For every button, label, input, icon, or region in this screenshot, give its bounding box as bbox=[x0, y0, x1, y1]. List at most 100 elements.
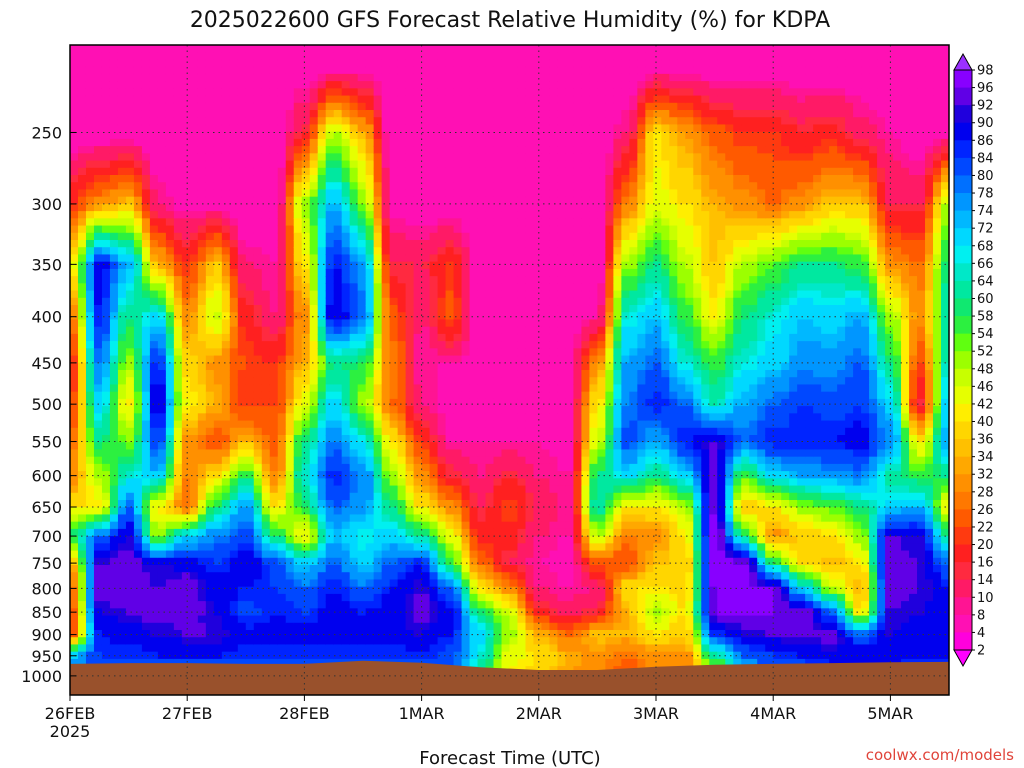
rh-cell bbox=[429, 478, 439, 487]
rh-cell bbox=[141, 427, 151, 436]
rh-cell bbox=[397, 550, 407, 559]
rh-cell bbox=[109, 630, 119, 638]
rh-cell bbox=[469, 88, 479, 97]
rh-cell bbox=[373, 593, 383, 602]
rh-cell bbox=[109, 297, 119, 306]
rh-cell bbox=[277, 370, 287, 378]
rh-cell bbox=[253, 550, 263, 559]
rh-cell bbox=[269, 456, 279, 465]
rh-cell bbox=[461, 528, 471, 537]
rh-cell bbox=[221, 644, 231, 653]
rh-cell bbox=[333, 630, 343, 638]
rh-cell bbox=[181, 492, 191, 501]
rh-cell bbox=[125, 189, 135, 198]
rh-cell bbox=[429, 138, 439, 147]
rh-cell bbox=[149, 572, 159, 581]
rh-cell bbox=[349, 247, 359, 256]
rh-cell bbox=[269, 622, 279, 631]
rh-cell bbox=[349, 88, 359, 97]
rh-cell bbox=[181, 211, 191, 219]
rh-cell bbox=[461, 211, 471, 219]
rh-cell bbox=[317, 362, 327, 371]
rh-cell bbox=[445, 565, 455, 573]
rh-cell bbox=[277, 478, 287, 487]
rh-cell bbox=[197, 485, 207, 494]
rh-cell bbox=[485, 247, 495, 256]
rh-cell bbox=[189, 435, 199, 443]
rh-cell bbox=[309, 240, 319, 248]
rh-cell bbox=[189, 232, 199, 241]
rh-cell bbox=[229, 514, 239, 523]
rh-cell bbox=[229, 240, 239, 248]
rh-cell bbox=[485, 658, 495, 667]
rh-cell bbox=[285, 211, 295, 219]
rh-cell bbox=[101, 73, 111, 82]
rh-cell bbox=[301, 586, 311, 595]
rh-cell bbox=[509, 73, 519, 82]
rh-cell bbox=[333, 261, 343, 270]
rh-cell bbox=[445, 283, 455, 292]
rh-cell bbox=[141, 601, 151, 609]
rh-cell bbox=[477, 153, 487, 162]
rh-cell bbox=[245, 312, 255, 321]
rh-cell bbox=[349, 131, 359, 140]
rh-cell bbox=[317, 240, 327, 248]
rh-cell bbox=[141, 500, 151, 508]
rh-cell bbox=[261, 557, 271, 566]
rh-cell bbox=[309, 391, 319, 400]
rh-cell bbox=[389, 579, 399, 588]
rh-cell bbox=[117, 658, 127, 667]
rh-cell bbox=[501, 290, 511, 299]
rh-cell bbox=[429, 427, 439, 436]
rh-cell bbox=[301, 196, 311, 205]
rh-cell bbox=[437, 73, 447, 82]
rh-cell bbox=[85, 211, 95, 219]
rh-cell bbox=[117, 59, 127, 68]
rh-cell bbox=[429, 240, 439, 248]
rh-cell bbox=[349, 485, 359, 494]
rh-cell bbox=[85, 478, 95, 487]
rh-cell bbox=[349, 254, 359, 263]
rh-cell bbox=[70, 131, 79, 140]
rh-cell bbox=[341, 644, 351, 653]
rh-cell bbox=[157, 196, 167, 205]
rh-cell bbox=[253, 586, 263, 595]
rh-cell bbox=[269, 478, 279, 487]
rh-cell bbox=[277, 557, 287, 566]
rh-cell bbox=[93, 247, 103, 256]
rh-cell bbox=[461, 297, 471, 306]
rh-cell bbox=[101, 377, 111, 386]
rh-cell bbox=[269, 406, 279, 414]
rh-cell bbox=[149, 117, 159, 126]
rh-cell bbox=[285, 146, 295, 154]
rh-cell bbox=[357, 370, 367, 378]
rh-cell bbox=[189, 463, 199, 472]
rh-cell bbox=[237, 543, 247, 552]
rh-cell bbox=[493, 622, 503, 631]
rh-cell bbox=[365, 312, 375, 321]
rh-cell bbox=[253, 182, 263, 191]
rh-cell bbox=[253, 196, 263, 205]
rh-cell bbox=[429, 73, 439, 82]
rh-cell bbox=[189, 261, 199, 270]
rh-cell bbox=[189, 471, 199, 479]
rh-cell bbox=[413, 456, 423, 465]
rh-cell bbox=[101, 333, 111, 342]
rh-cell bbox=[93, 586, 103, 595]
rh-cell bbox=[477, 565, 487, 573]
rh-cell bbox=[245, 456, 255, 465]
rh-cell bbox=[101, 536, 111, 544]
rh-cell bbox=[333, 413, 343, 422]
rh-cell bbox=[285, 131, 295, 140]
rh-cell bbox=[437, 81, 447, 89]
rh-cell bbox=[309, 66, 319, 75]
rh-cell bbox=[309, 81, 319, 89]
rh-cell bbox=[165, 290, 175, 299]
rh-cell bbox=[461, 196, 471, 205]
rh-cell bbox=[333, 615, 343, 624]
rh-cell bbox=[413, 110, 423, 118]
rh-cell bbox=[477, 456, 487, 465]
rh-cell bbox=[293, 362, 303, 371]
rh-cell bbox=[165, 175, 175, 183]
rh-cell bbox=[445, 254, 455, 263]
